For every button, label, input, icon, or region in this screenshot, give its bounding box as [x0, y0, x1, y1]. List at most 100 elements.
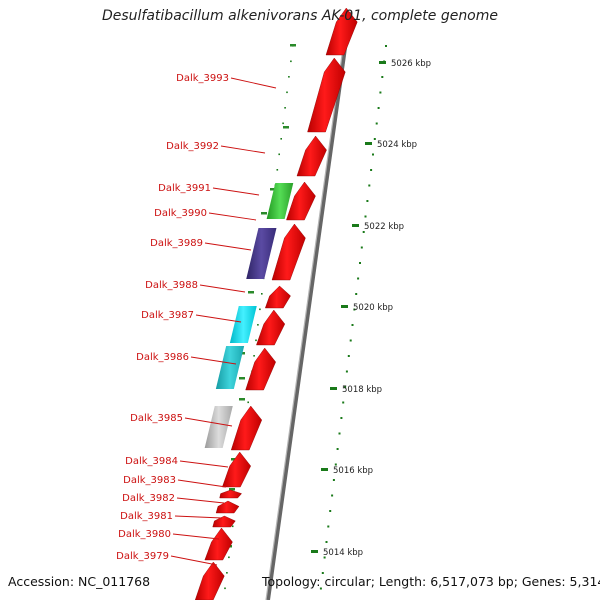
genome-summary-text: Topology: circular; Length: 6,517,073 bp…: [262, 574, 600, 589]
coordinate-dot: [364, 215, 367, 218]
gene-marker: [248, 291, 254, 294]
coordinate-dot: [325, 541, 328, 543]
inner-dot: [261, 293, 263, 295]
label-leader-line: [195, 314, 242, 323]
forward-gene-arrow: [264, 285, 291, 309]
gene-label: Dalk_3983: [123, 475, 176, 486]
scale-tick: [321, 468, 328, 471]
coordinate-dot: [355, 293, 358, 295]
coordinate-dot: [360, 246, 363, 249]
coordinate-dot: [347, 355, 350, 357]
coordinate-dot: [334, 463, 337, 466]
gene-block-green: [266, 183, 294, 219]
coordinate-dot: [336, 448, 339, 450]
backbone-highlight: [265, 11, 349, 601]
forward-gene-arrow: [256, 309, 286, 346]
gene-label: Dalk_3993: [176, 73, 229, 84]
label-leader-line: [179, 460, 229, 468]
gene-label: Dalk_3979: [116, 551, 169, 562]
gene-label: Dalk_3984: [125, 456, 178, 467]
gene-block-teal: [215, 346, 245, 389]
inner-dot: [280, 138, 282, 140]
gene-label: Dalk_3992: [166, 141, 219, 152]
coordinate-dot: [381, 76, 384, 78]
gene-label: Dalk_3989: [150, 238, 203, 249]
label-leader-line: [172, 533, 220, 540]
coordinate-dot: [368, 184, 371, 187]
coordinate-dot: [373, 138, 376, 140]
coordinate-dot: [329, 510, 332, 512]
coordinate-dot: [323, 556, 326, 559]
forward-gene-arrow: [230, 405, 262, 451]
coordinate-dot: [366, 200, 369, 202]
forward-gene-arrow: [307, 57, 346, 133]
coordinate-dot: [342, 401, 345, 404]
forward-gene-arrow: [215, 500, 240, 514]
gene-marker: [283, 126, 289, 129]
forward-gene-arrow: [219, 489, 242, 499]
scale-tick: [365, 142, 372, 145]
inner-dot: [228, 556, 230, 559]
gene-block-gray: [204, 406, 233, 448]
coordinate-dot: [321, 572, 324, 574]
coordinate-dot: [331, 494, 334, 497]
label-leader-line: [208, 212, 257, 221]
inner-dot: [257, 324, 259, 326]
scale-tick: [379, 61, 386, 64]
gene-marker: [229, 488, 235, 491]
inner-dot: [224, 587, 226, 590]
label-leader-line: [220, 145, 266, 154]
gene-marker: [270, 188, 276, 191]
genome-backbone: [265, 11, 352, 601]
gene-marker: [231, 458, 237, 461]
scale-label: 5020 kbp: [353, 303, 393, 313]
accession-text: Accession: NC_011768: [8, 574, 151, 589]
label-leader-line: [230, 77, 277, 89]
coordinate-dot: [338, 432, 341, 435]
inner-dot: [255, 339, 257, 342]
coordinate-dot: [362, 231, 365, 233]
inner-dot: [231, 525, 234, 528]
coordinate-dot: [327, 525, 330, 528]
forward-gene-arrow: [204, 527, 233, 561]
forward-gene-arrow: [271, 223, 306, 281]
gene-marker: [239, 398, 245, 401]
coordinate-dot: [385, 45, 387, 47]
gene-label: Dalk_3986: [136, 352, 189, 363]
map-title: Desulfatibacillum alkenivorans AK-01, co…: [101, 8, 499, 24]
inner-dot: [247, 401, 249, 404]
inner-dot: [282, 122, 284, 125]
gene-label: Dalk_3981: [120, 511, 173, 522]
inner-dot: [286, 91, 288, 94]
coordinate-dot: [319, 587, 322, 590]
label-leader-line: [177, 479, 227, 488]
coordinate-dot: [344, 386, 347, 388]
gene-labels: Dalk_3993 Dalk_3992 Dalk_3991 Dalk_3990 Dalk…: [116, 73, 277, 566]
scale-labels: 5026 kbp 5024 kbp 5022 kbp 5020 kbp 5018 kbp…: [311, 59, 431, 558]
coordinate-dot: [377, 107, 380, 109]
scale-label: 5016 kbp: [333, 466, 373, 476]
scale-label: 5018 kbp: [342, 385, 382, 395]
inner-dot: [253, 355, 255, 357]
feature-track: [194, 7, 358, 601]
inner-dot: [259, 308, 261, 311]
coordinate-dot: [340, 417, 343, 419]
forward-gene-arrow: [325, 7, 358, 56]
forward-gene-arrow: [212, 515, 236, 528]
scale-label: 5014 kbp: [323, 548, 363, 558]
label-leader-line: [176, 497, 225, 504]
scale-tick: [311, 550, 318, 553]
coordinate-dot: [332, 479, 335, 481]
gene-label: Dalk_3980: [118, 529, 171, 540]
forward-gene-arrow: [245, 347, 276, 391]
coordinate-dot: [370, 169, 373, 171]
gene-block-cyan: [229, 306, 257, 343]
label-leader-line: [170, 555, 218, 566]
forward-gene-arrow: [286, 181, 316, 221]
label-leader-line: [174, 515, 223, 519]
scale-tick: [352, 224, 359, 227]
scale-label: 5024 kbp: [377, 140, 417, 150]
label-leader-line: [184, 417, 233, 427]
